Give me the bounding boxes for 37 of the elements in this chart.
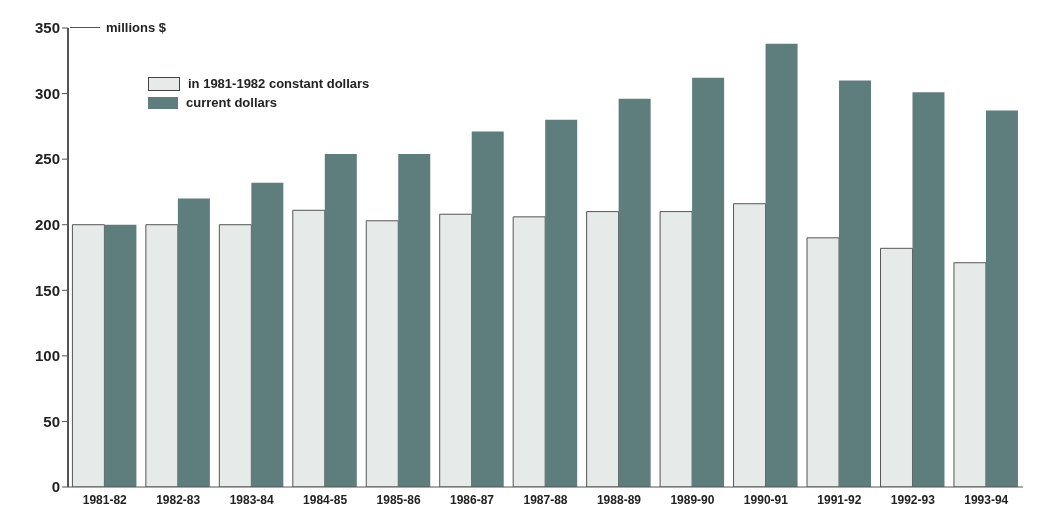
x-tick-label: 1990-91 — [743, 492, 789, 507]
x-tick-label: 1981-82 — [82, 492, 128, 507]
bar — [324, 153, 357, 487]
bar — [177, 198, 210, 487]
bar — [104, 224, 137, 487]
y-tick-label: 50 — [43, 412, 60, 430]
bar — [839, 80, 872, 487]
bar — [251, 182, 284, 487]
x-tick-label: 1991-92 — [817, 492, 862, 507]
x-tick-label: 1982-83 — [156, 492, 201, 507]
bar — [692, 77, 725, 487]
bar — [765, 43, 798, 487]
x-tick-label: 1988-89 — [596, 492, 642, 507]
x-tick-label: 1993-94 — [964, 492, 1009, 507]
bar — [912, 92, 945, 487]
y-tick-label: 100 — [34, 347, 60, 365]
x-tick-label: 1992-93 — [890, 492, 936, 507]
legend-label: current dollars — [186, 95, 278, 110]
y-axis-title: millions $ — [106, 20, 166, 35]
y-tick-label: 0 — [51, 478, 60, 496]
y-tick-label: 300 — [34, 84, 60, 102]
x-tick-label: 1985-86 — [376, 492, 421, 507]
x-tick-label: 1984-85 — [303, 492, 348, 507]
y-tick-label: 200 — [34, 216, 60, 234]
y-tick-label: 350 — [34, 19, 60, 37]
bar — [985, 110, 1018, 487]
bar — [471, 131, 504, 487]
x-tick-label: 1986-87 — [450, 492, 495, 507]
y-tick-label: 250 — [34, 150, 60, 168]
x-tick-label: 1987-88 — [523, 492, 568, 507]
bar — [545, 119, 578, 487]
bar — [398, 153, 431, 487]
x-tick-label: 1989-90 — [670, 492, 715, 507]
x-tick-label: 1983-84 — [229, 492, 274, 507]
y-tick-label: 150 — [34, 281, 60, 299]
bar — [618, 98, 651, 487]
legend-label: in 1981-1982 constant dollars — [188, 76, 370, 91]
